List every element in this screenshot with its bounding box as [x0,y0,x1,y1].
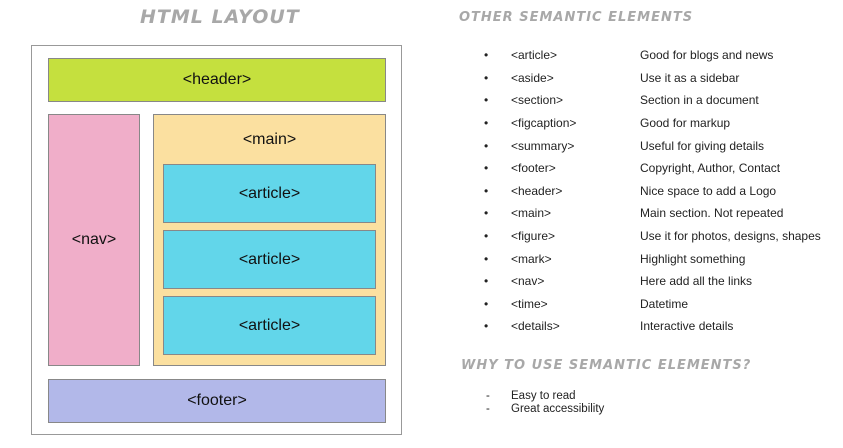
list-item: - Easy to read [486,389,604,402]
semantic-elements-list: • <article> Good for blogs and news • <asid… [484,44,821,338]
list-item: • <summary> Useful for giving details [484,134,821,157]
list-item: • <details> Interactive details [484,315,821,338]
bullet-icon: • [484,70,489,85]
semantic-elements-title: OTHER SEMANTIC ELEMENTS [459,10,694,25]
element-tag: <mark> [511,251,552,266]
bullet-icon: • [484,296,489,311]
element-tag: <header> [511,183,563,198]
element-tag: <footer> [511,161,556,176]
element-description: Useful for giving details [640,138,765,153]
dash-icon: - [486,389,490,402]
article-block: <article> [163,164,376,223]
list-item: • <mark> Highlight something [484,247,821,270]
article-block: <article> [163,296,376,355]
bullet-icon: • [484,48,489,63]
header-block: <header> [48,58,386,102]
list-item: • <aside> Use it as a sidebar [484,67,821,90]
list-item: • <footer> Copyright, Author, Contact [484,157,821,180]
element-tag: <aside> [511,70,554,85]
bullet-icon: • [484,229,489,244]
bullet-icon: • [484,161,489,176]
element-description: Copyright, Author, Contact [640,161,781,176]
element-description: Good for markup [640,116,731,131]
reason-text: Great accessibility [511,402,605,415]
list-item: - Great accessibility [486,402,604,415]
bullet-icon: • [484,183,489,198]
why-title: WHY TO USE SEMANTIC ELEMENTS? [461,358,752,373]
bullet-icon: • [484,206,489,221]
element-description: Section in a document [640,93,759,108]
element-description: Main section. Not repeated [640,206,784,221]
list-item: • <article> Good for blogs and news [484,44,821,67]
article-block: <article> [163,230,376,289]
element-description: Datetime [640,296,689,311]
element-description: Here add all the links [640,274,753,289]
element-tag: <section> [511,93,564,108]
nav-block: <nav> [48,114,140,366]
bullet-icon: • [484,116,489,131]
element-tag: <details> [511,319,560,334]
list-item: • <time> Datetime [484,293,821,316]
element-tag: <figcaption> [511,116,577,131]
element-tag: <main> [511,206,552,221]
layout-title: HTML LAYOUT [140,6,300,28]
element-description: Nice space to add a Logo [640,183,777,198]
why-list: - Easy to read - Great accessibility [486,389,604,415]
element-description: Interactive details [640,319,734,334]
dash-icon: - [486,402,490,415]
bullet-icon: • [484,274,489,289]
list-item: • <nav> Here add all the links [484,270,821,293]
element-tag: <time> [511,296,548,311]
element-description: Use it as a sidebar [640,70,740,85]
element-description: Use it for photos, designs, shapes [640,229,821,244]
layout-frame [31,45,402,435]
element-description: Good for blogs and news [640,48,774,63]
element-tag: <summary> [511,138,575,153]
list-item: • <section> Section in a document [484,89,821,112]
bullet-icon: • [484,319,489,334]
list-item: • <main> Main section. Not repeated [484,202,821,225]
reason-text: Easy to read [511,389,576,402]
list-item: • <figure> Use it for photos, designs, sha… [484,225,821,248]
footer-block: <footer> [48,379,386,423]
element-tag: <nav> [511,274,545,289]
element-tag: <figure> [511,229,556,244]
bullet-icon: • [484,138,489,153]
element-description: Highlight something [640,251,746,266]
bullet-icon: • [484,251,489,266]
bullet-icon: • [484,93,489,108]
element-tag: <article> [511,48,558,63]
list-item: • <figcaption> Good for markup [484,112,821,135]
list-item: • <header> Nice space to add a Logo [484,180,821,203]
